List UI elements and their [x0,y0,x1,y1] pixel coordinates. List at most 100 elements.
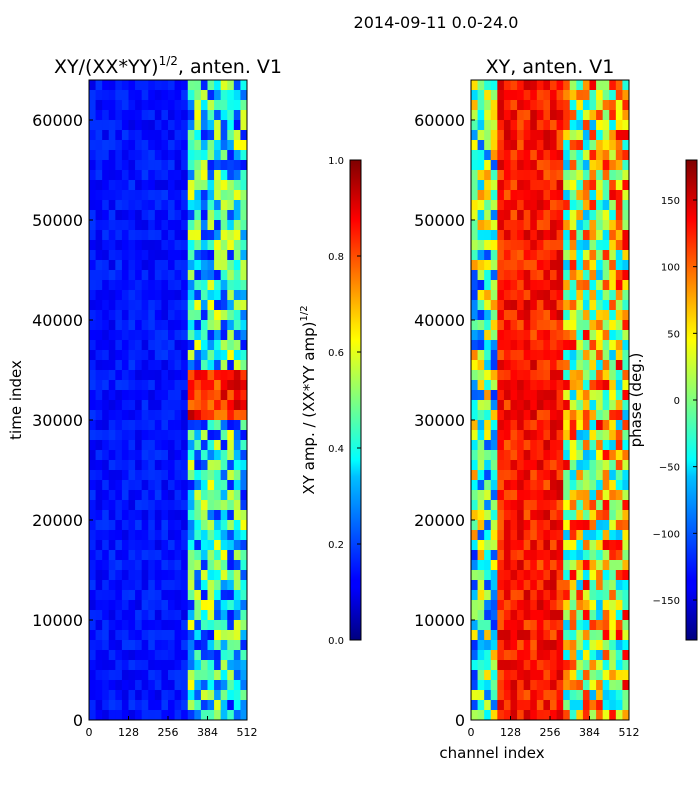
amplitude-heatmap-cell [194,110,202,121]
phase-heatmap-cell [497,660,505,671]
amplitude-heatmap-cell [161,640,169,651]
amplitude-heatmap-cell [168,580,175,591]
amplitude-heatmap-cell [233,630,241,641]
phase-heatmap-cell [582,250,590,261]
amplitude-heatmap-cell [220,120,228,131]
phase-heatmap-cell [497,260,505,271]
phase-heatmap-cell [484,230,492,241]
phase-heatmap-cell [471,260,478,271]
amplitude-heatmap-cell [102,450,110,461]
amplitude-heatmap-cell [207,540,215,551]
amplitude-heatmap-cell [95,530,103,541]
amplitude-heatmap-cell [200,610,208,621]
phase-heatmap-cell [543,410,551,421]
phase-heatmap-cell [576,240,584,251]
amplitude-heatmap-cell [154,640,162,651]
phase-heatmap-cell [543,100,551,111]
amplitude-heatmap-cell [102,470,110,481]
phase-heatmap-cell [471,120,478,131]
amplitude-heatmap-cell [220,180,228,191]
amplitude-heatmap-cell [214,270,222,281]
amplitude-heatmap-cell [154,180,162,191]
amplitude-heatmap-cell [128,430,136,441]
phase-heatmap-cell [497,200,505,211]
amplitude-heatmap-cell [115,680,123,691]
amplitude-heatmap-cell [108,700,116,711]
phase-heatmap-cell [569,80,577,91]
phase-heatmap-cell [477,130,485,141]
amplitude-heatmap-cell [233,80,241,91]
phase-heatmap-cell [622,700,630,711]
amplitude-heatmap-cell [200,340,208,351]
phase-heatmap-cell [596,470,604,481]
amplitude-heatmap-cell [115,530,123,541]
amplitude-heatmap-cell [214,360,222,371]
amplitude-heatmap-cell [95,630,103,641]
amplitude-heatmap-cell [115,170,123,181]
amplitude-heatmap-cell [121,490,129,501]
phase-heatmap-cell [589,580,597,591]
phase-heatmap-cell [530,470,538,481]
amplitude-heatmap-cell [161,590,169,601]
phase-heatmap-cell [503,540,511,551]
phase-heatmap-cell [550,230,557,241]
phase-heatmap-cell [563,90,571,101]
phase-heatmap-cell [543,470,551,481]
x-tick-label: 0 [86,726,93,739]
phase-heatmap-cell [589,600,597,611]
phase-heatmap-cell [602,490,610,501]
amplitude-heatmap-cell [102,200,110,211]
phase-heatmap-cell [615,120,623,131]
phase-heatmap-cell [550,360,557,371]
amplitude-heatmap-cell [227,460,235,471]
amplitude-heatmap-cell [233,640,241,651]
amplitude-heatmap-cell [220,410,228,421]
phase-heatmap-cell [503,390,511,401]
amplitude-heatmap-cell [220,200,228,211]
amplitude-heatmap-cell [240,690,248,701]
phase-heatmap-cell [517,560,525,571]
phase-heatmap-cell [477,670,485,681]
phase-heatmap-cell [517,660,525,671]
amplitude-heatmap-cell [89,110,96,121]
phase-heatmap-cell [517,290,525,301]
phase-heatmap-cell [490,510,498,521]
amplitude-heatmap-cell [135,560,143,571]
phase-heatmap-cell [602,190,610,201]
amplitude-heatmap-cell [121,500,129,511]
phase-heatmap-cell [582,650,590,661]
amplitude-heatmap-cell [174,510,182,521]
phase-heatmap-cell [615,390,623,401]
amplitude-heatmap-cell [220,430,228,441]
amplitude-heatmap-cell [168,350,175,361]
phase-heatmap-cell [471,550,478,561]
amplitude-heatmap-cell [141,240,149,251]
amplitude-heatmap-cell [233,670,241,681]
phase-heatmap-cell [510,120,518,131]
phase-heatmap-cell [609,140,617,151]
amplitude-heatmap-cell [194,100,202,111]
phase-heatmap-cell [589,630,597,641]
phase-heatmap-cell [582,700,590,711]
amplitude-heatmap-cell [227,630,235,641]
amplitude-heatmap-cell [187,260,195,271]
amplitude-heatmap-cell [148,680,156,691]
amplitude-heatmap-cell [174,100,182,111]
phase-heatmap-cell [602,440,610,451]
amplitude-heatmap-cell [135,530,143,541]
phase-heatmap-cell [569,270,577,281]
amplitude-heatmap-cell [207,150,215,161]
phase-heatmap-cell [582,330,590,341]
amplitude-heatmap-cell [154,240,162,251]
phase-heatmap-cell [510,150,518,161]
phase-heatmap-cell [622,630,630,641]
phase-heatmap-cell [484,580,492,591]
phase-heatmap-cell [609,130,617,141]
phase-heatmap-cell [497,370,505,381]
phase-heatmap-cell [497,90,505,101]
amplitude-heatmap-cell [168,140,175,151]
amplitude-heatmap-cell [181,370,189,381]
phase-heatmap-cell [615,440,623,451]
phase-heatmap-cell [550,530,557,541]
amplitude-heatmap-cell [148,160,156,171]
